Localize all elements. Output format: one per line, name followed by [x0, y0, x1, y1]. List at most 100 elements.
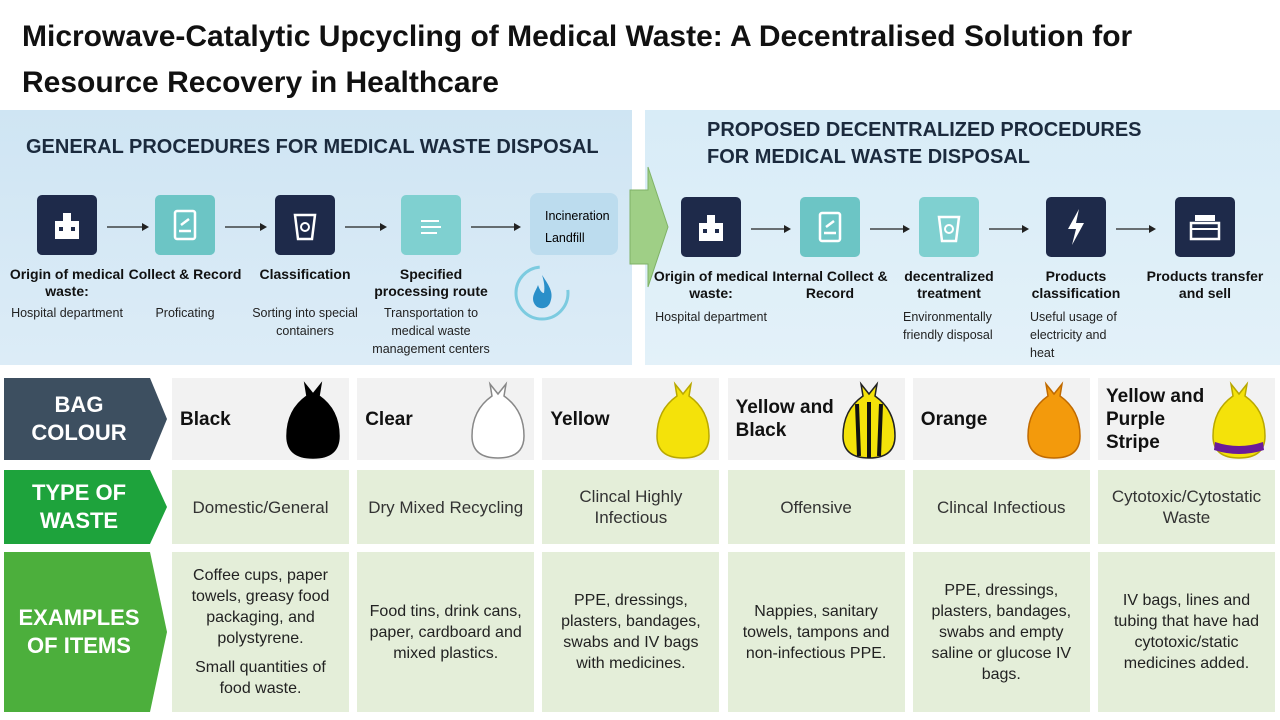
step-detail: Hospital department: [11, 306, 123, 320]
bag-icon-graphic: [471, 381, 525, 459]
step-icon-graphic: [681, 197, 741, 257]
bag-icon-graphic: [1212, 381, 1266, 459]
row-header: TYPE OF WASTE: [31, 480, 127, 533]
row-header-shape-graphic: [4, 378, 167, 460]
flow-arrow-graphic: [870, 225, 910, 233]
waste-type: Dry Mixed Recycling: [357, 470, 535, 544]
flow-arrow-graphic: [107, 223, 149, 231]
step-detail: Proficating: [155, 306, 215, 320]
example-text: PPE, dressings, plasters, bandages, swab…: [931, 581, 1072, 683]
step-icon: [37, 195, 97, 260]
general-heading: GENERAL PROCEDURES FOR MEDICAL WASTE DIS…: [26, 136, 599, 158]
example-text: Coffee cups, paper towels, greasy food p…: [191, 567, 330, 647]
step-detail: Transportation to medical waste manageme…: [372, 306, 490, 356]
flow-arrow-graphic: [471, 223, 521, 231]
bag-colour: Yellow and Purple Stripe: [1106, 385, 1205, 453]
bag-icon-graphic: [1027, 381, 1081, 459]
step-detail: Environmentally friendly disposal: [903, 310, 993, 342]
flow-arrow: [345, 219, 387, 237]
step-icon: [1046, 197, 1106, 262]
flow-arrow-graphic: [751, 225, 791, 233]
step-icon: [1175, 197, 1235, 262]
bag-colour: Yellow and Black: [735, 397, 834, 441]
step-label: Products transfer and sell: [1146, 268, 1264, 301]
bag-cell: Clear: [357, 378, 535, 460]
step-label: Products classification: [1031, 268, 1121, 301]
end-label: Landfill: [545, 231, 585, 245]
step-icon-graphic: [155, 195, 215, 255]
proposed-heading: PROPOSED DECENTRALIZED PROCEDURES FOR ME…: [707, 119, 1142, 168]
step-icon: [800, 197, 860, 262]
waste-type: Domestic/General: [172, 470, 349, 544]
waste-type: Offensive: [727, 470, 905, 544]
step-icon: [681, 197, 741, 262]
flow-arrow: [751, 221, 791, 239]
step-label: Internal Collect & Record: [772, 268, 888, 301]
transition-arrow: [629, 166, 669, 288]
examples-cell: Coffee cups, paper towels, greasy food p…: [172, 552, 349, 712]
row-header-shape: [4, 470, 168, 549]
step-detail: Sorting into special containers: [252, 306, 358, 338]
step-label: Classification: [259, 266, 351, 282]
flame-icon: [514, 265, 570, 321]
step-icon-graphic: [401, 195, 461, 255]
bag-cell: Yellow: [542, 378, 720, 460]
flow-arrow: [107, 219, 149, 237]
flow-arrow: [870, 221, 910, 239]
title: Microwave-Catalytic Upcycling of Medical…: [22, 20, 1133, 99]
examples-cell: Nappies, sanitary towels, tampons and no…: [727, 552, 905, 712]
step-label: Origin of medical waste:: [9, 266, 125, 299]
row-header: BAG COLOUR: [31, 392, 127, 445]
waste-type: Clincal Highly Infectious: [542, 470, 720, 544]
bag-cell: Yellow and Purple Stripe: [1098, 378, 1275, 460]
flow-arrow-graphic: [989, 225, 1029, 233]
step-icon: [919, 197, 979, 262]
step-icon-graphic: [800, 197, 860, 257]
bag-icon-graphic: [656, 381, 711, 459]
bag-icon: [1024, 380, 1086, 465]
step-label: Specified processing route: [374, 266, 488, 299]
flow-arrow: [225, 219, 267, 237]
row-header-shape-graphic: [4, 470, 167, 544]
bag-icon: [468, 380, 530, 465]
bag-icon: [283, 380, 345, 465]
waste-type: Cytotoxic/Cytostatic Waste: [1098, 470, 1275, 544]
step-icon-graphic: [37, 195, 97, 255]
examples-cell: Food tins, drink cans, paper, cardboard …: [357, 552, 535, 712]
bag-colour: Black: [180, 408, 231, 430]
bag-icon-graphic: [841, 381, 896, 459]
bag-cell: Orange: [912, 378, 1090, 460]
row-header-shape: [4, 378, 168, 465]
end-box: Incineration Landfill: [530, 193, 618, 255]
examples-cell: PPE, dressings, plasters, bandages, swab…: [912, 552, 1090, 712]
bag-colour: Orange: [920, 408, 988, 430]
step-icon-graphic: [275, 195, 335, 255]
end-label: Incineration: [545, 209, 610, 223]
step-label: Collect & Record: [128, 266, 242, 282]
flow-arrow-graphic: [1116, 225, 1156, 233]
examples-cell: PPE, dressings, plasters, bandages, swab…: [542, 552, 720, 712]
step-label: Origin of medical waste:: [653, 268, 769, 301]
example-text: IV bags, lines and tubing that have had …: [1113, 592, 1259, 672]
bag-cell: Black: [172, 378, 349, 460]
bag-colour: Yellow: [550, 408, 610, 430]
step-label: decentralized treatment: [904, 268, 994, 301]
step-icon: [275, 195, 335, 260]
row-header: EXAMPLES OF ITEMS: [18, 605, 140, 658]
flow-arrow: [471, 219, 521, 237]
flow-arrow: [1116, 221, 1156, 239]
bag-colour: Clear: [365, 408, 413, 430]
bag-icon: [653, 380, 715, 465]
example-text: Food tins, drink cans, paper, cardboard …: [369, 602, 522, 662]
step-icon-graphic: [1046, 197, 1106, 257]
waste-type: Clincal Infectious: [912, 470, 1090, 544]
example-text: PPE, dressings, plasters, bandages, swab…: [561, 592, 701, 672]
flow-arrow: [989, 221, 1029, 239]
step-detail: Useful usage of electricity and heat: [1030, 310, 1117, 360]
step-icon-graphic: [919, 197, 979, 257]
bag-icon: [839, 380, 901, 465]
step-icon-graphic: [1175, 197, 1235, 257]
step-detail: Hospital department: [655, 310, 767, 324]
bag-icon-graphic: [286, 381, 340, 459]
